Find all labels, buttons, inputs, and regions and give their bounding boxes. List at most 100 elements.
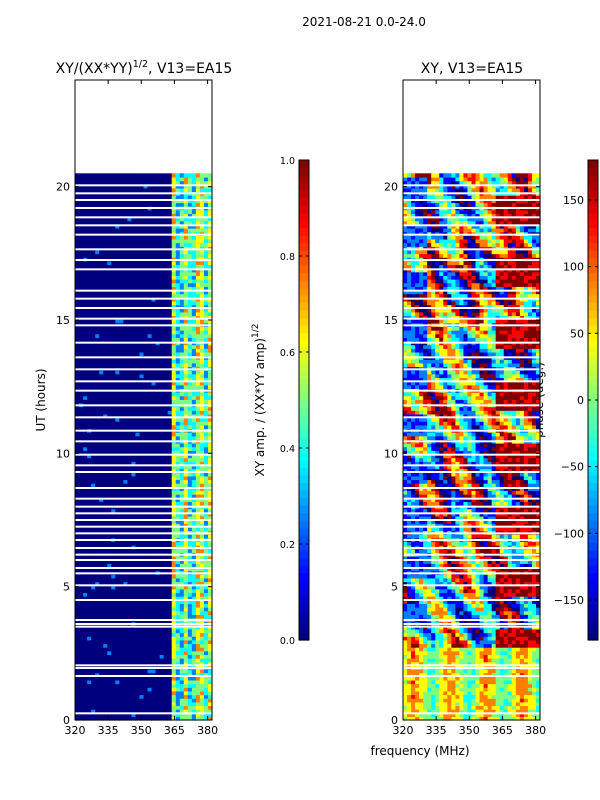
heatmap-cell — [79, 694, 84, 699]
heatmap-cell — [179, 406, 185, 411]
heatmap-cell — [139, 690, 145, 696]
heatmap-cell — [183, 647, 189, 652]
heatmap-cell — [127, 574, 133, 579]
heatmap-cell — [163, 479, 169, 484]
heatmap-cell — [175, 661, 181, 666]
heatmap-cell — [103, 362, 108, 368]
heatmap-cell — [171, 639, 177, 645]
heatmap-cell — [83, 705, 88, 710]
heatmap-cell — [171, 242, 177, 247]
heatmap-cell — [83, 286, 88, 291]
heatmap-cell — [203, 632, 209, 637]
heatmap-cell — [183, 362, 189, 368]
heatmap-cell — [135, 523, 141, 528]
heatmap-cell — [167, 213, 173, 218]
heatmap-cell — [171, 209, 177, 215]
heatmap-cell — [111, 592, 116, 597]
heatmap-cell — [175, 494, 181, 499]
heatmap-cell — [203, 607, 209, 612]
heatmap-cell — [147, 610, 153, 615]
heatmap-cell — [147, 494, 153, 499]
heatmap-cell — [147, 701, 153, 707]
heatmap-cell — [171, 464, 177, 470]
heatmap-cell — [103, 661, 108, 666]
heatmap-cell — [127, 337, 133, 342]
heatmap-cell — [75, 607, 80, 612]
heatmap-cell — [199, 260, 205, 266]
heatmap-cell — [83, 534, 88, 539]
heatmap-cell — [79, 202, 84, 207]
heatmap-cell — [119, 490, 124, 495]
heatmap-cell — [199, 690, 205, 696]
heatmap-cell — [87, 337, 92, 342]
heatmap-cell — [103, 315, 108, 320]
heatmap-cell — [167, 679, 173, 685]
heatmap-cell — [171, 566, 177, 572]
heatmap-cell — [187, 410, 193, 415]
heatmap-cell — [87, 195, 92, 200]
heatmap-cell — [167, 410, 173, 415]
heatmap-cell — [107, 472, 112, 477]
heatmap-cell — [171, 563, 177, 568]
heatmap-cell — [91, 690, 96, 696]
heatmap-cell — [79, 410, 84, 415]
heatmap-cell — [195, 333, 201, 338]
heatmap-cell — [187, 599, 193, 604]
heatmap-cell — [99, 202, 104, 207]
heatmap-cell — [179, 709, 185, 714]
heatmap-cell — [87, 639, 92, 645]
heatmap-cell — [175, 490, 181, 495]
heatmap-cell — [147, 658, 153, 663]
heatmap-cell — [75, 654, 80, 659]
heatmap-cell — [115, 319, 120, 324]
heatmap-cell — [103, 384, 108, 389]
heatmap-cell — [203, 235, 209, 240]
heatmap-cell — [183, 687, 189, 692]
heatmap-cell — [83, 512, 88, 517]
heatmap-cell — [163, 687, 169, 692]
heatmap-cell — [199, 381, 205, 386]
heatmap-cell — [147, 421, 153, 426]
heatmap-cell — [83, 599, 88, 604]
heatmap-cell — [151, 541, 157, 546]
heatmap-cell — [151, 450, 157, 455]
heatmap-cell — [123, 596, 128, 601]
heatmap-cell — [187, 417, 193, 422]
heatmap-cell — [123, 435, 128, 440]
heatmap-cell — [195, 628, 201, 634]
heatmap-cell — [147, 453, 153, 459]
heatmap-cell — [179, 658, 185, 663]
heatmap-cell — [143, 599, 149, 604]
heatmap-cell — [187, 304, 193, 309]
heatmap-cell — [111, 373, 116, 379]
heatmap-cell — [207, 574, 213, 579]
heatmap-cell — [127, 373, 133, 379]
heatmap-cell — [111, 475, 116, 481]
heatmap-cell — [183, 556, 189, 561]
heatmap-cell — [203, 238, 209, 244]
heatmap-cell — [179, 483, 185, 488]
heatmap-cell — [123, 519, 128, 524]
heatmap-cell — [119, 632, 124, 637]
heatmap-cell — [139, 395, 145, 400]
heatmap-cell — [107, 610, 112, 615]
heatmap-cell — [123, 607, 128, 612]
heatmap-cell — [131, 672, 137, 677]
heatmap-cell — [167, 333, 173, 338]
heatmap-cell — [203, 596, 209, 601]
heatmap-cell — [171, 497, 177, 502]
heatmap-cell — [187, 362, 193, 368]
heatmap-cell — [79, 639, 84, 645]
heatmap-cell — [143, 279, 149, 284]
heatmap-cell — [111, 559, 116, 564]
heatmap-cell — [83, 213, 88, 218]
heatmap-cell — [195, 479, 201, 484]
heatmap-cell — [115, 541, 120, 546]
heatmap-cell — [143, 588, 149, 594]
heatmap-cell — [203, 187, 209, 193]
heatmap-cell — [91, 213, 96, 218]
heatmap-cell — [83, 566, 88, 572]
heatmap-cell — [163, 661, 169, 666]
heatmap-cell — [167, 377, 173, 382]
heatmap-cell — [187, 337, 193, 342]
